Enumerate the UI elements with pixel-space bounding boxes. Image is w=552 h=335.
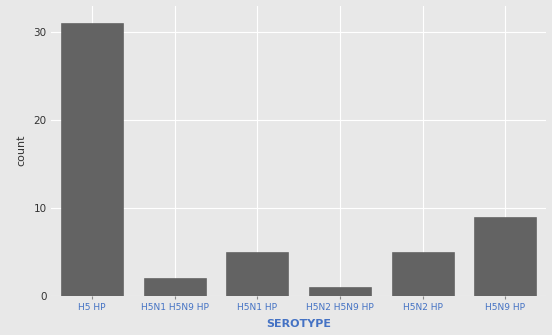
Bar [61, 23, 123, 296]
Bar [226, 252, 288, 296]
Bar [309, 287, 371, 296]
Bar [144, 278, 206, 296]
Bar [474, 217, 536, 296]
X-axis label: SEROTYPE: SEROTYPE [266, 320, 331, 329]
Bar [391, 252, 454, 296]
Y-axis label: count: count [17, 135, 26, 166]
